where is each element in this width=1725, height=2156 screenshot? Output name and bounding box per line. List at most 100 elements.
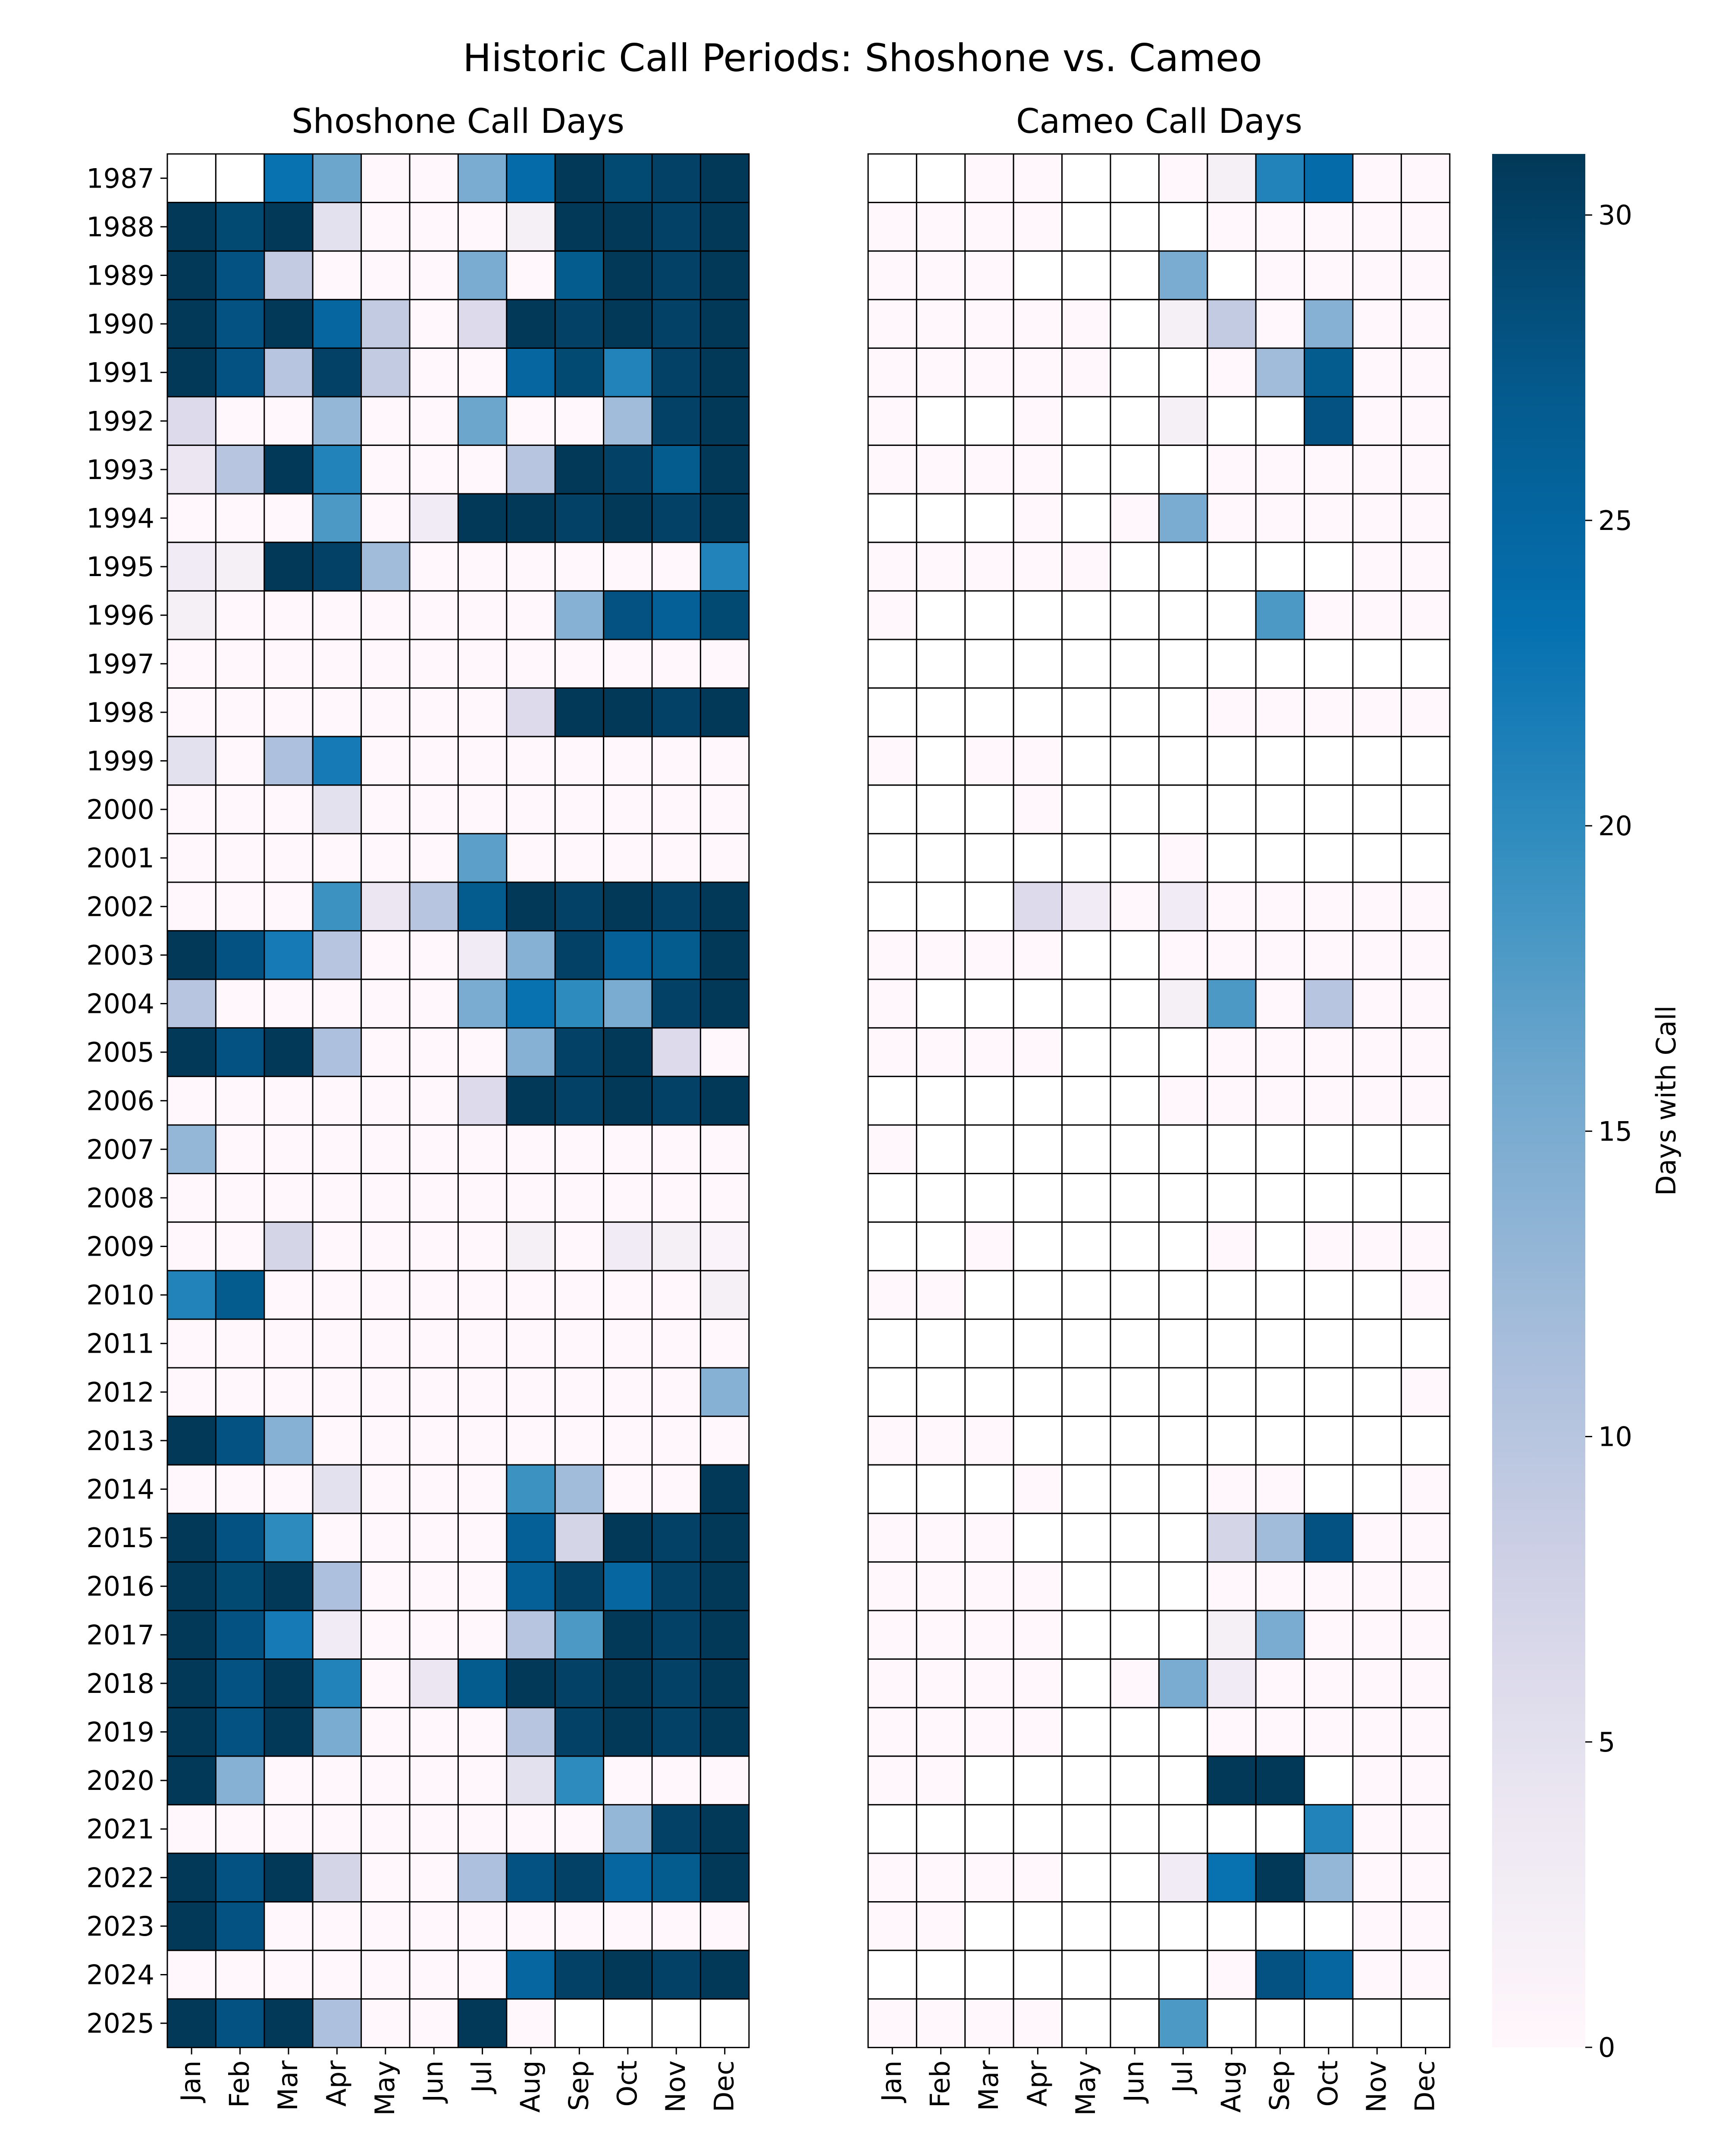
cell-shoshone-2025-oct [603,1998,653,2048]
y-tick-label-1988: 1988 [86,211,154,243]
cell-shoshone-2019-aug [506,1707,556,1757]
cell-cameo-1993-jul [1158,445,1208,495]
cell-cameo-1989-aug [1207,250,1257,301]
cell-cameo-2012-mar [964,1367,1014,1417]
cell-cameo-1995-aug [1207,542,1257,592]
cell-shoshone-2000-oct [603,784,653,834]
cell-shoshone-2007-nov [651,1124,701,1175]
cell-cameo-1991-jun [1110,347,1160,398]
cell-shoshone-2020-jul [457,1755,508,1805]
cell-cameo-2005-mar [964,1027,1014,1077]
cell-cameo-1998-aug [1207,687,1257,737]
cell-shoshone-2011-mar [263,1318,314,1369]
cell-cameo-2021-may [1061,1804,1111,1854]
cell-cameo-1998-apr [1013,687,1063,737]
cell-cameo-1999-aug [1207,736,1257,786]
cell-shoshone-2013-jan [166,1416,216,1466]
cell-shoshone-1987-may [361,153,411,204]
cell-cameo-2020-may [1061,1755,1111,1805]
cell-shoshone-2016-jun [409,1561,459,1611]
cell-cameo-2005-dec [1400,1027,1451,1077]
cell-shoshone-2001-may [361,833,411,883]
cell-shoshone-2006-mar [263,1075,314,1126]
cell-shoshone-2003-mar [263,930,314,980]
cell-shoshone-1996-jan [166,590,216,640]
cell-shoshone-2010-may [361,1270,411,1320]
y-tick-label-2001: 2001 [86,843,154,874]
cell-shoshone-1989-feb [215,250,265,301]
cell-cameo-2009-jan [867,1221,917,1272]
cell-cameo-2009-jul [1158,1221,1208,1272]
cell-cameo-1999-feb [916,736,966,786]
cell-shoshone-2002-nov [651,881,701,932]
cell-cameo-1997-may [1061,639,1111,689]
cell-shoshone-1992-sep [554,396,605,446]
cell-cameo-2010-nov [1352,1270,1402,1320]
cell-cameo-1989-feb [916,250,966,301]
cell-shoshone-2003-jul [457,930,508,980]
cell-cameo-1991-may [1061,347,1111,398]
cell-cameo-2003-may [1061,930,1111,980]
cell-cameo-2009-aug [1207,1221,1257,1272]
cell-shoshone-2010-jul [457,1270,508,1320]
cell-shoshone-2022-jan [166,1852,216,1903]
cell-shoshone-2023-dec [699,1901,750,1951]
cell-shoshone-2008-oct [603,1173,653,1223]
cell-cameo-2024-may [1061,1949,1111,2000]
cell-shoshone-1988-feb [215,202,265,252]
cell-shoshone-2008-apr [312,1173,362,1223]
cell-shoshone-2015-jun [409,1513,459,1563]
cell-shoshone-1988-jun [409,202,459,252]
cell-shoshone-1988-jul [457,202,508,252]
cell-shoshone-2018-apr [312,1658,362,1708]
cell-shoshone-2012-jul [457,1367,508,1417]
y-tick-label-1987: 1987 [86,163,154,194]
cell-shoshone-2006-jan [166,1075,216,1126]
cell-cameo-2001-aug [1207,833,1257,883]
cell-cameo-1988-aug [1207,202,1257,252]
cell-shoshone-2007-oct [603,1124,653,1175]
cell-shoshone-2012-jun [409,1367,459,1417]
cell-shoshone-2008-sep [554,1173,605,1223]
cell-shoshone-2007-dec [699,1124,750,1175]
cell-cameo-2018-oct [1304,1658,1354,1708]
cell-shoshone-1992-apr [312,396,362,446]
cell-cameo-1990-mar [964,299,1014,349]
cell-cameo-1999-jan [867,736,917,786]
cell-cameo-2014-oct [1304,1464,1354,1514]
cell-shoshone-2019-mar [263,1707,314,1757]
cell-cameo-1992-oct [1304,396,1354,446]
cell-cameo-2008-jul [1158,1173,1208,1223]
cell-cameo-1991-oct [1304,347,1354,398]
cell-cameo-2003-dec [1400,930,1451,980]
cell-cameo-1999-nov [1352,736,1402,786]
cell-shoshone-2001-mar [263,833,314,883]
cell-shoshone-1994-oct [603,493,653,543]
cell-cameo-2007-sep [1255,1124,1305,1175]
cell-cameo-2018-jun [1110,1658,1160,1708]
cell-shoshone-2010-feb [215,1270,265,1320]
cell-cameo-1994-dec [1400,493,1451,543]
cell-shoshone-2003-oct [603,930,653,980]
cell-cameo-2013-mar [964,1416,1014,1466]
cell-cameo-1996-jan [867,590,917,640]
cell-cameo-2014-dec [1400,1464,1451,1514]
y-tick-label-2011: 2011 [86,1328,154,1360]
cell-shoshone-2024-jun [409,1949,459,2000]
cell-cameo-2024-apr [1013,1949,1063,2000]
cell-shoshone-1988-jan [166,202,216,252]
cell-cameo-2007-nov [1352,1124,1402,1175]
cell-shoshone-1987-nov [651,153,701,204]
cell-cameo-2000-may [1061,784,1111,834]
cell-shoshone-2023-jun [409,1901,459,1951]
cell-cameo-2016-jul [1158,1561,1208,1611]
cell-cameo-1993-sep [1255,445,1305,495]
cell-cameo-2022-feb [916,1852,966,1903]
cell-shoshone-2015-mar [263,1513,314,1563]
cell-shoshone-2013-sep [554,1416,605,1466]
cell-cameo-1988-nov [1352,202,1402,252]
cell-shoshone-1991-jun [409,347,459,398]
cell-cameo-2010-jul [1158,1270,1208,1320]
cell-cameo-2004-jun [1110,978,1160,1029]
cell-shoshone-2002-sep [554,881,605,932]
